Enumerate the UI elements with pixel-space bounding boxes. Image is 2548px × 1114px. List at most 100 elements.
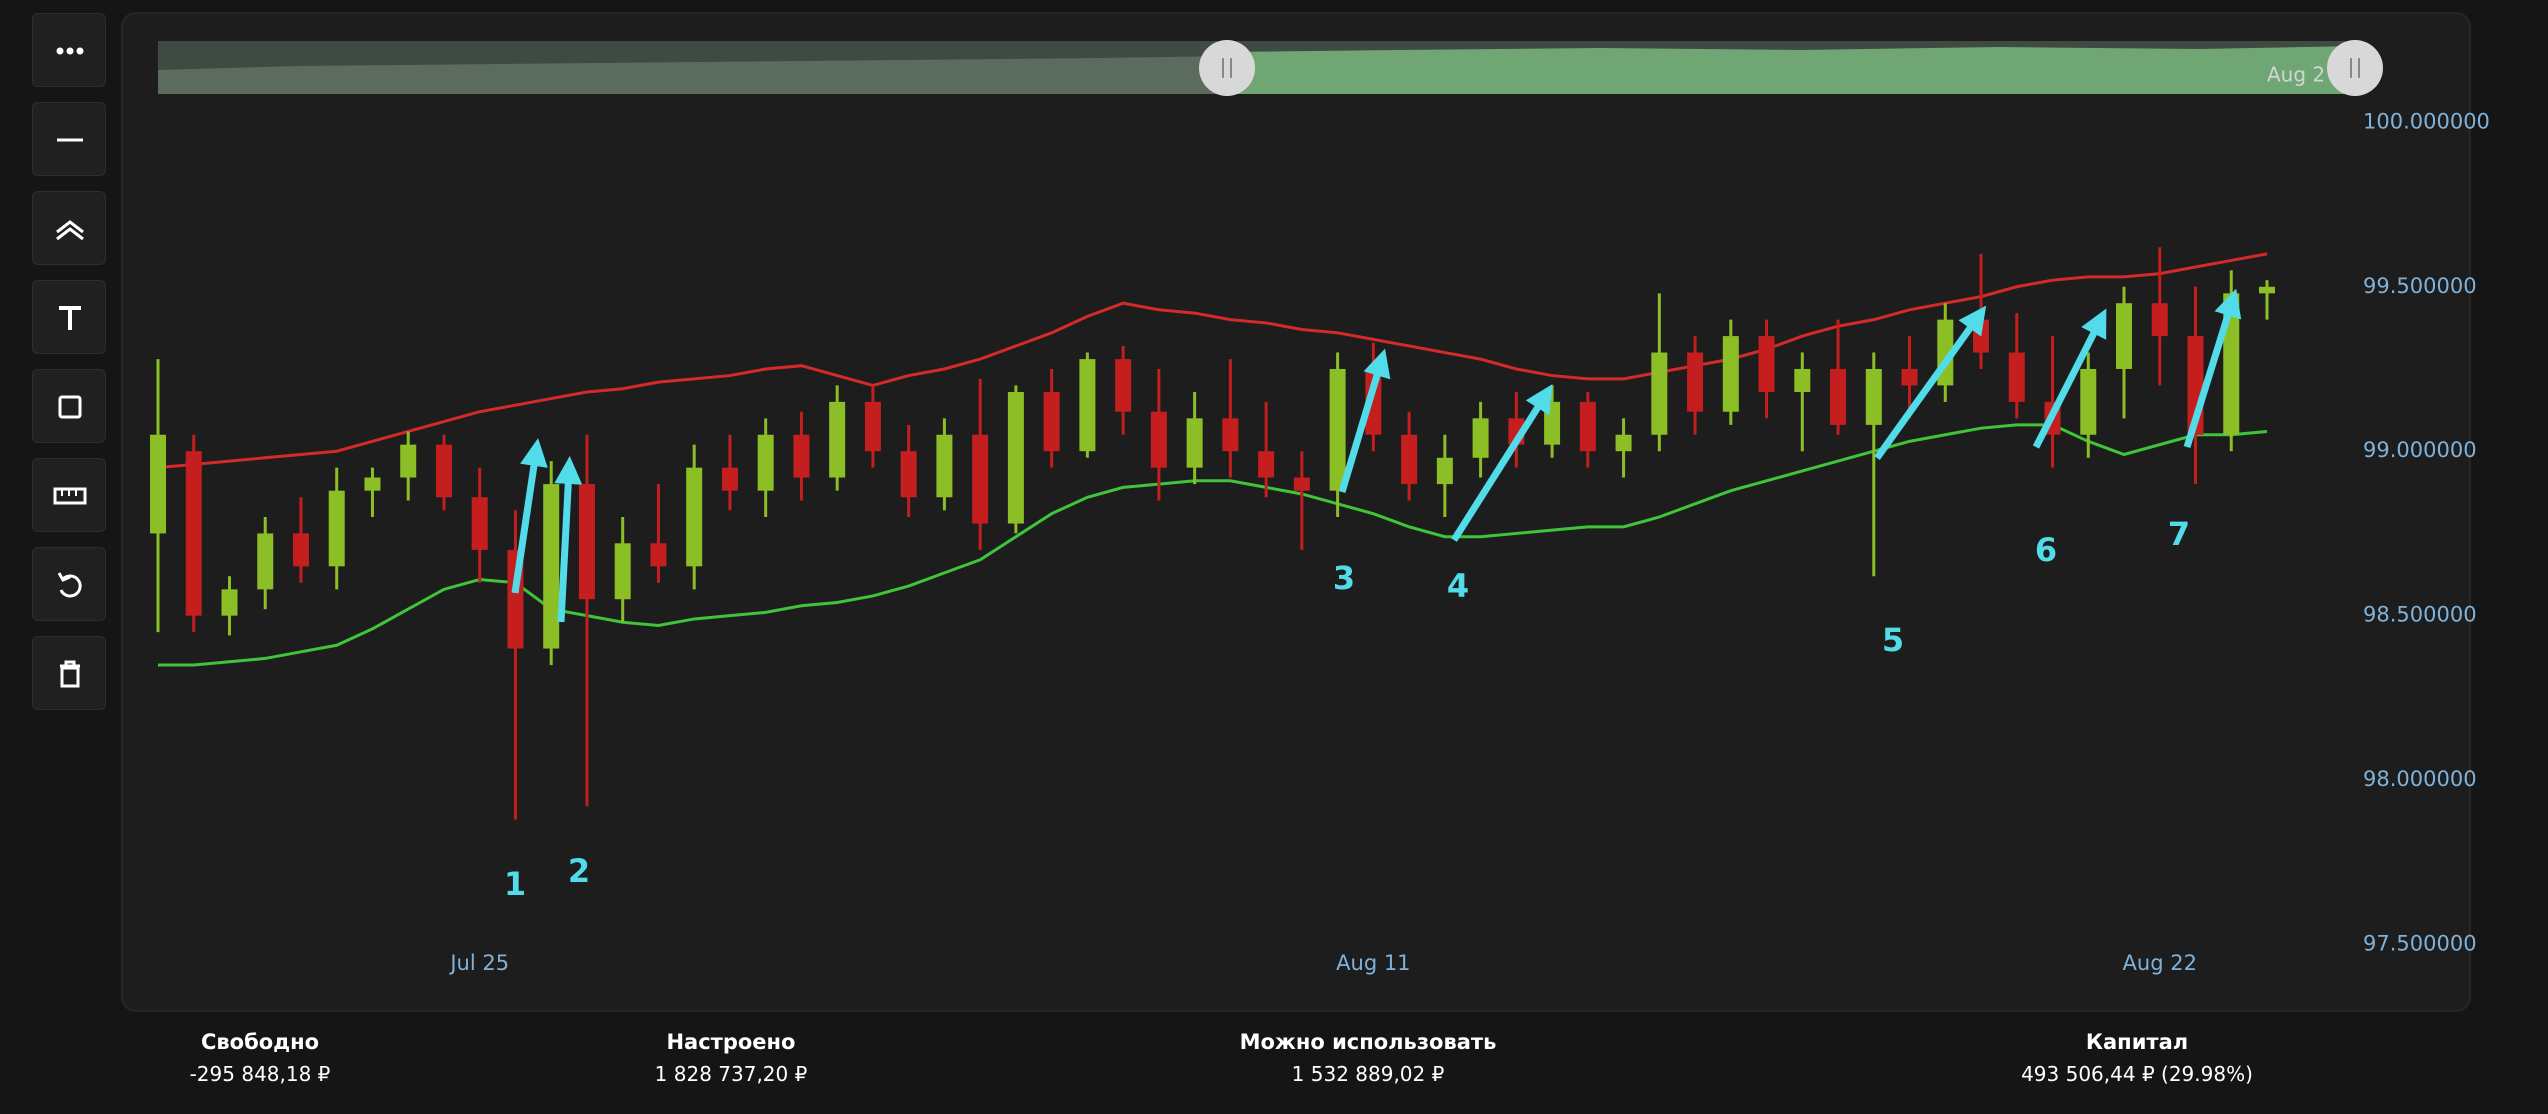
y-tick-label: 98.500000: [2363, 603, 2477, 627]
candle-body: [292, 533, 309, 567]
candle-body: [1722, 336, 1739, 412]
candle-body: [1472, 418, 1489, 458]
candle-body: [1150, 411, 1167, 468]
candle-body: [328, 490, 345, 567]
candle-body: [1508, 418, 1525, 445]
stat-label: Настроено: [666, 1030, 796, 1054]
annotation: 7: [2168, 515, 2190, 553]
candle-body: [972, 434, 989, 524]
candle-body: [1651, 352, 1668, 435]
candle-body: [1865, 368, 1882, 425]
candle-body: [1007, 392, 1024, 524]
candle-body: [1830, 368, 1847, 425]
candle-body: [1222, 418, 1239, 452]
candle-body: [1043, 392, 1060, 452]
candle-body: [1794, 368, 1811, 393]
candle-body: [1615, 434, 1632, 452]
arrow: [1338, 348, 1391, 494]
stat-label: Капитал: [2085, 1030, 2189, 1054]
candle-body: [1079, 359, 1096, 452]
candle-body: [1293, 477, 1310, 491]
annotation: 3: [1333, 559, 1355, 597]
tool-delete[interactable]: [32, 636, 106, 710]
y-tick-label: 98.000000: [2363, 767, 2477, 791]
candle-body: [1973, 319, 1990, 353]
candle-body: [1758, 336, 1775, 393]
annotation: 5: [1882, 621, 1904, 659]
navigator: Aug 2: [158, 40, 2383, 96]
candle-body: [864, 401, 881, 452]
arrow: [1451, 384, 1553, 542]
candle-body: [2223, 293, 2240, 435]
candle-body: [757, 434, 774, 491]
arrow: [1874, 305, 1987, 461]
candle-body: [578, 484, 595, 600]
arrow: [554, 456, 583, 623]
candle-body: [793, 434, 810, 478]
stat: Настроено 1 828 737,20 ₽: [481, 1030, 981, 1086]
candle-body: [1329, 368, 1346, 491]
candle-body: [150, 434, 166, 534]
navigator-handle[interactable]: [2327, 40, 2383, 96]
candle-body: [1687, 352, 1704, 412]
tool-dots[interactable]: [32, 13, 106, 87]
upper-band: [157, 252, 2268, 470]
candle-body: [221, 589, 238, 616]
candle-body: [507, 549, 524, 649]
candle-body: [1436, 457, 1453, 485]
candle-body: [1401, 434, 1418, 485]
candle-body: [1258, 451, 1275, 478]
candle-body: [721, 467, 738, 491]
candle-body: [257, 533, 274, 590]
stat-label: Можно использовать: [1239, 1030, 1497, 1054]
candle-body: [2008, 352, 2025, 402]
tool-undo[interactable]: [32, 547, 106, 621]
candle-body: [900, 451, 917, 498]
tool-line[interactable]: [32, 102, 106, 176]
x-tick-label: Jul 25: [448, 951, 509, 975]
candle-body: [829, 401, 846, 478]
candle-body: [185, 451, 202, 616]
candle-body: [614, 543, 631, 600]
chart-panel: [121, 12, 2471, 1012]
candle-body: [2151, 303, 2168, 337]
x-tick-label: Aug 11: [1336, 951, 1410, 975]
candle-body: [364, 477, 381, 491]
arrow: [2183, 288, 2242, 449]
candle-body: [435, 444, 452, 498]
tool-rect[interactable]: [32, 369, 106, 443]
candle-body: [650, 543, 667, 567]
tool-text[interactable]: [32, 280, 106, 354]
x-tick-label: Aug 22: [2123, 951, 2197, 975]
candle-body: [1901, 368, 1918, 386]
stat: Свободно -295 848,18 ₽: [10, 1030, 510, 1086]
candle-body: [686, 467, 703, 567]
candle-body: [2187, 336, 2204, 435]
y-tick-label: 99.000000: [2363, 438, 2477, 462]
candle-body: [2259, 286, 2275, 294]
lower-band: [158, 423, 2268, 667]
annotation: 6: [2035, 531, 2057, 569]
arrow: [2032, 308, 2107, 449]
tool-channel[interactable]: [32, 191, 106, 265]
candle-body: [1365, 368, 1382, 435]
annotation: 1: [504, 865, 526, 903]
tool-ruler[interactable]: [32, 458, 106, 532]
candle-body: [2080, 368, 2097, 435]
candle-body: [543, 484, 560, 649]
candle-body: [936, 434, 953, 498]
annotation: 4: [1447, 567, 1469, 605]
y-tick-label: 97.500000: [2363, 932, 2477, 956]
stat: Можно использовать 1 532 889,02 ₽: [1118, 1030, 1618, 1086]
stat-value: 493 506,44 ₽ (29.98%): [2021, 1062, 2253, 1086]
stat-value: 1 828 737,20 ₽: [654, 1062, 808, 1086]
y-tick-label: 99.500000: [2363, 274, 2477, 298]
stat: Капитал 493 506,44 ₽ (29.98%): [1887, 1030, 2387, 1086]
candle-body: [471, 497, 488, 550]
candle-body: [2044, 401, 2061, 435]
navigator-handle[interactable]: [1199, 40, 1255, 96]
candle-body: [2116, 303, 2133, 369]
navigator-label: Aug 2: [2267, 63, 2325, 87]
